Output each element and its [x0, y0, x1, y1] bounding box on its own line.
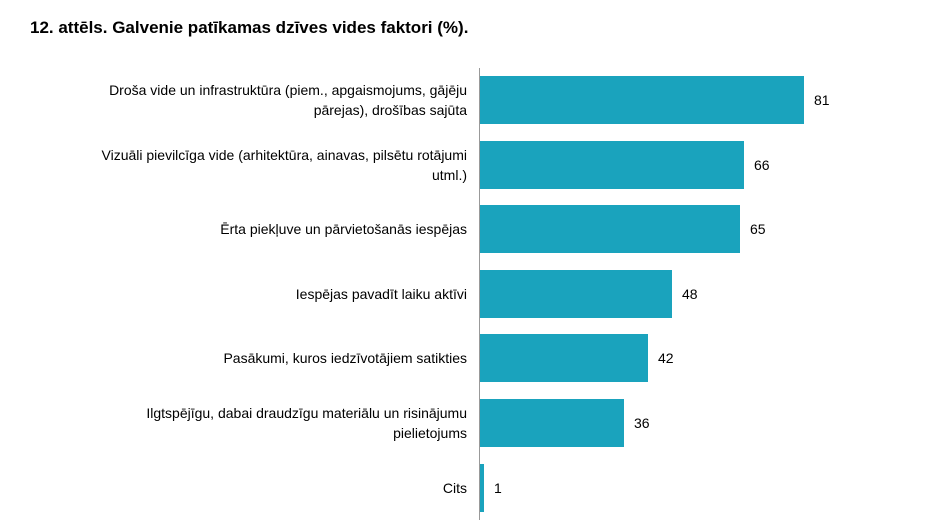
value-label: 81: [814, 92, 830, 108]
value-label: 42: [658, 350, 674, 367]
category-label: Cits: [442, 479, 467, 496]
bar: [480, 399, 624, 447]
bar: [480, 463, 484, 512]
value-label: 66: [754, 156, 770, 173]
category-label: Droša vide un infrastruktūra (piem., apg…: [109, 82, 467, 118]
bar: [480, 76, 804, 124]
bar: [480, 334, 648, 383]
category-label: Pasākumi, kuros iedzīvotājiem satikties: [223, 350, 467, 367]
value-label: 48: [682, 285, 698, 302]
axis-line: [479, 68, 480, 520]
value-label: 65: [750, 221, 766, 238]
value-label: 36: [634, 415, 650, 431]
category-label: Ilgtspējīgu, dabai draudzīgu materiālu u…: [146, 405, 467, 441]
bar: [480, 140, 744, 189]
category-label: Iespējas pavadīt laiku aktīvi: [295, 285, 467, 302]
chart-title: 12. attēls. Galvenie patīkamas dzīves vi…: [30, 18, 469, 37]
bar: [480, 269, 672, 318]
category-label: Vizuāli pievilcīga vide (arhitektūra, ai…: [101, 146, 467, 183]
category-label: Ērta piekļuve un pārvietošanās iespējas: [220, 221, 467, 238]
bar: [480, 205, 740, 254]
value-label: 1: [494, 479, 502, 496]
